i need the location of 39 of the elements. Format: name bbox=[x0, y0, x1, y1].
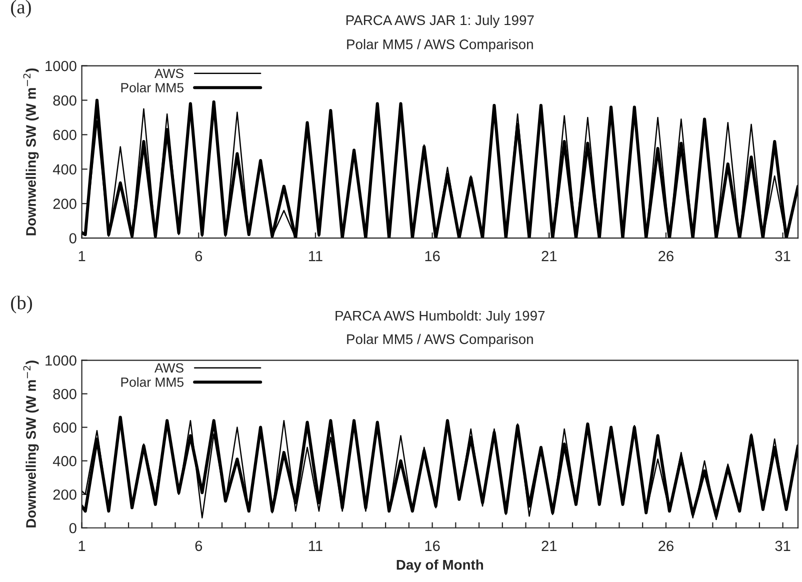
chart-title: PARCA AWS JAR 1: July 1997 bbox=[346, 14, 534, 28]
x-tick-label: 6 bbox=[195, 250, 202, 262]
text: (a) bbox=[11, 0, 31, 18]
y-tick-label: 1000 bbox=[46, 355, 76, 366]
x-tick-label: 1 bbox=[78, 251, 86, 262]
x-tick-label: 26 bbox=[658, 250, 674, 262]
x-tick-label: 31 bbox=[775, 250, 790, 262]
y-tick-label: 0 bbox=[69, 522, 76, 534]
y-tick-label: 600 bbox=[53, 130, 76, 140]
text: (b) bbox=[11, 296, 32, 314]
y-tick-label: 1000 bbox=[46, 60, 76, 72]
x-tick-label: 16 bbox=[425, 250, 440, 262]
x-tick-label: 11 bbox=[309, 540, 322, 551]
y-tick-label: 600 bbox=[53, 422, 76, 433]
x-tick-label: 21 bbox=[542, 540, 557, 551]
x-tick-label: 21 bbox=[542, 250, 557, 262]
chart-subtitle: Polar MM5 / AWS Comparison bbox=[347, 39, 533, 52]
legend-label: AWS bbox=[154, 363, 184, 373]
x-tick-label: 31 bbox=[775, 540, 790, 552]
x-tick-label: 1 bbox=[78, 540, 86, 551]
y-tick-label: 200 bbox=[53, 489, 76, 500]
y-tick-label: 0 bbox=[69, 233, 76, 244]
y-tick-label: 800 bbox=[53, 388, 76, 400]
y-axis-title: Downwelling SW (W m$^{−2}$) bbox=[23, 68, 39, 236]
x-tick-label: 26 bbox=[658, 540, 674, 552]
legend-label: AWS bbox=[154, 68, 184, 78]
x-tick-label: 16 bbox=[425, 540, 440, 552]
y-tick-label: 800 bbox=[53, 95, 76, 106]
y-tick-label: 200 bbox=[53, 198, 76, 210]
y-tick-label: 400 bbox=[52, 164, 76, 175]
y-axis-title: Downwelling SW (W m$^{−2}$) bbox=[23, 360, 39, 528]
legend-label: Polar MM5 bbox=[121, 377, 184, 387]
legend-label: Polar MM5 bbox=[121, 82, 184, 92]
y-tick-label: 400 bbox=[52, 456, 76, 466]
x-tick-label: 11 bbox=[309, 251, 322, 262]
x-axis-title: Day of Month bbox=[396, 560, 484, 572]
chart-title: PARCA AWS Humboldt: July 1997 bbox=[336, 310, 545, 324]
x-tick-label: 6 bbox=[195, 540, 202, 552]
chart-subtitle: Polar MM5 / AWS Comparison bbox=[347, 334, 533, 347]
